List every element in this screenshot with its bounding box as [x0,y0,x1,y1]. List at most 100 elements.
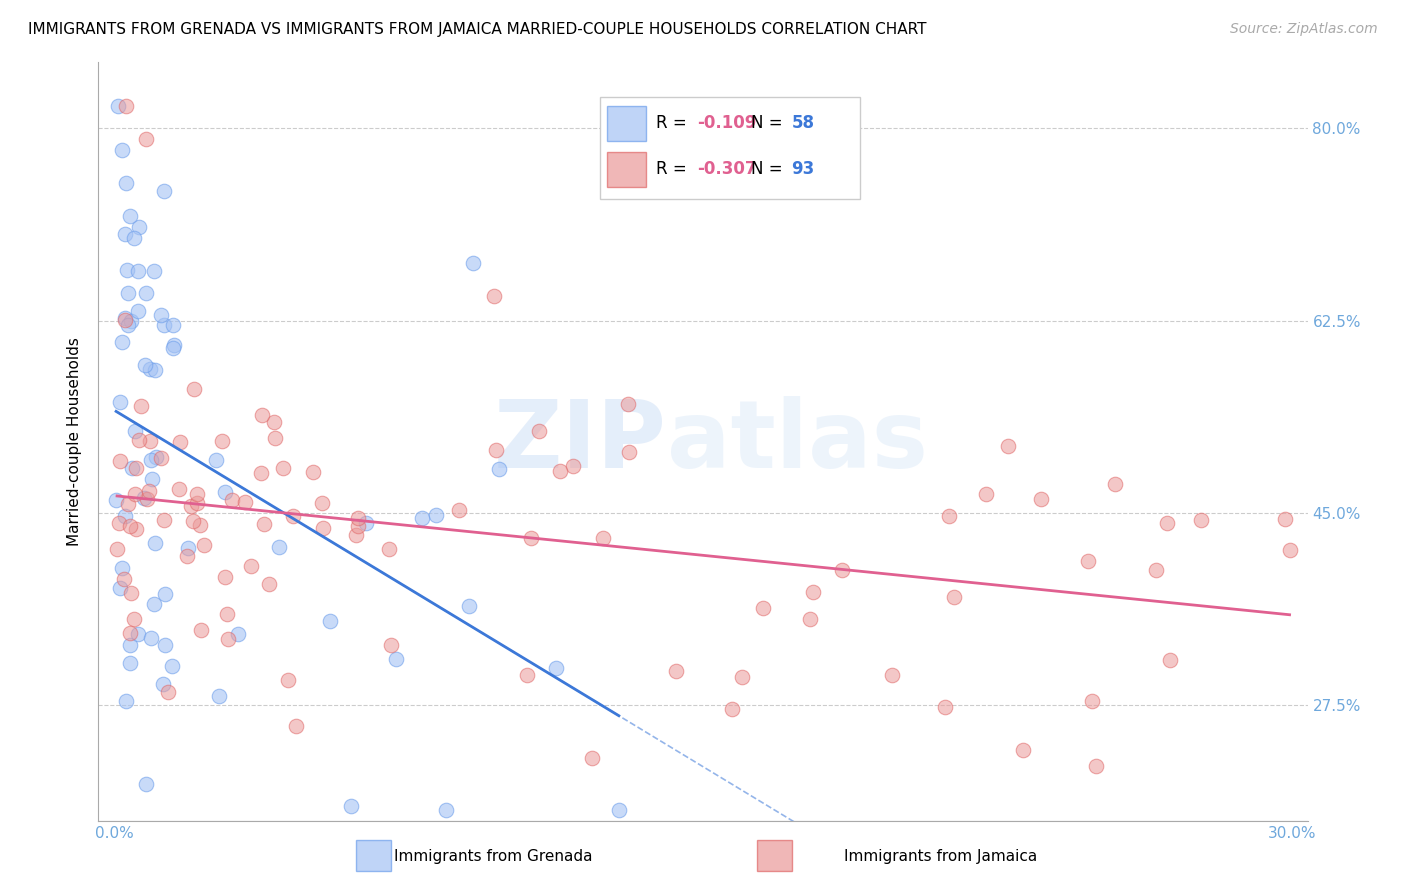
Point [250,466,273,480]
Point [120,586,142,600]
Point [485,442,508,457]
Point [153,638,176,652]
Point [1156,516,1178,531]
Point [139,434,162,448]
Point [1104,477,1126,491]
Point [183,382,205,396]
Point [319,615,342,629]
Point [135,132,157,146]
Text: Source: ZipAtlas.com: Source: ZipAtlas.com [1230,22,1378,37]
Point [211,434,233,449]
Point [153,318,176,333]
Point [257,576,280,591]
Point [356,516,378,531]
Point [882,667,904,681]
Text: 58: 58 [792,114,814,132]
Point [1081,694,1104,708]
Point [153,587,176,601]
Text: N =: N = [751,160,789,178]
Point [281,509,304,524]
Point [117,497,139,511]
Point [546,661,568,675]
Point [120,314,142,328]
Text: IMMIGRANTS FROM GRENADA VS IMMIGRANTS FROM JAMAICA MARRIED-COUPLE HOUSEHOLDS COR: IMMIGRANTS FROM GRENADA VS IMMIGRANTS FR… [28,22,927,37]
Text: Immigrants from Grenada: Immigrants from Grenada [394,849,592,863]
Point [665,664,688,678]
Point [152,513,174,527]
Point [482,288,505,302]
Point [162,659,184,673]
Point [239,559,262,574]
FancyBboxPatch shape [356,839,391,871]
Point [149,450,172,465]
Point [143,598,166,612]
Point [114,227,136,241]
Point [135,777,157,791]
Point [934,700,956,714]
Point [132,491,155,505]
Text: ZIP: ZIP [494,395,666,488]
Point [384,652,406,666]
Text: -0.109: -0.109 [697,114,756,132]
Point [152,676,174,690]
Point [138,484,160,499]
Point [139,452,162,467]
Point [118,626,141,640]
Point [974,487,997,501]
Point [129,399,152,413]
Point [108,581,131,595]
Point [108,516,131,531]
Point [425,508,447,522]
Point [125,460,148,475]
Point [150,308,173,322]
Point [218,632,240,647]
Point [997,439,1019,453]
Point [214,569,236,583]
Point [143,363,166,377]
Point [105,493,128,508]
Point [162,341,184,355]
Point [214,485,236,500]
Point [264,431,287,445]
Point [271,461,294,475]
Point [312,520,335,534]
Point [176,541,198,556]
Text: N =: N = [751,114,789,132]
Point [457,599,479,614]
Point [527,425,550,439]
Point [145,450,167,464]
Point [380,638,402,652]
Point [108,454,131,468]
Point [143,264,166,278]
Point [162,318,184,333]
Text: R =: R = [655,114,692,132]
Point [157,685,180,699]
Text: R =: R = [655,160,692,178]
Point [122,231,145,245]
Point [118,656,141,670]
Point [121,461,143,475]
Point [449,503,471,517]
Point [111,561,134,575]
Point [311,496,333,510]
Point [344,528,367,542]
Point [114,313,136,327]
Point [411,511,433,525]
Point [190,623,212,637]
Point [122,612,145,626]
Point [127,264,149,278]
Point [114,573,136,587]
FancyBboxPatch shape [607,152,647,186]
Point [205,452,228,467]
Point [114,508,136,523]
Point [127,304,149,318]
Point [1084,758,1107,772]
Point [111,144,134,158]
Point [378,542,401,557]
Text: atlas: atlas [666,395,928,488]
Point [139,362,162,376]
Point [233,495,256,509]
Point [128,433,150,447]
Point [938,509,960,524]
Point [616,397,638,411]
